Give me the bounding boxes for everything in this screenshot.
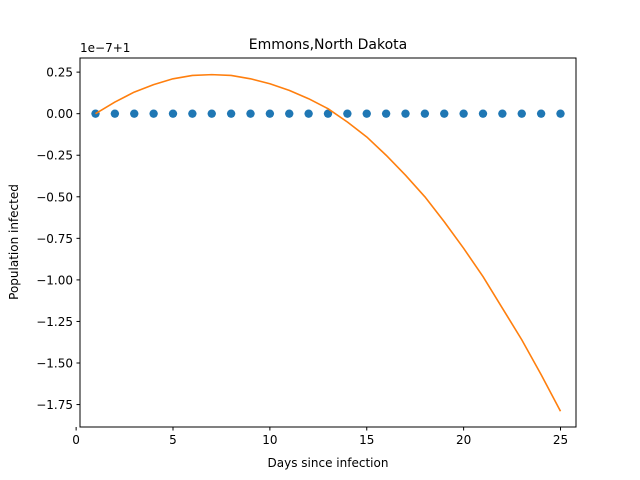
series-layer xyxy=(91,73,565,412)
scatter-point xyxy=(149,109,158,118)
scatter-point xyxy=(110,109,120,118)
chart-title: Emmons,North Dakota xyxy=(249,37,408,53)
y-tick-label: −0.75 xyxy=(36,232,73,246)
y-tick-label: −1.75 xyxy=(36,398,73,412)
scatter-point xyxy=(381,109,391,118)
x-tick-label: 10 xyxy=(262,433,277,447)
scatter-point xyxy=(420,109,430,118)
scatter-point xyxy=(401,109,410,118)
scatter-point xyxy=(478,109,488,118)
scatter-point xyxy=(556,109,565,118)
scatter-point xyxy=(343,109,352,118)
scatter-point xyxy=(91,109,100,118)
scatter-point xyxy=(226,109,236,118)
scatter-point xyxy=(265,109,275,118)
y-tick-label: −0.25 xyxy=(36,149,73,163)
scatter-point xyxy=(188,109,197,118)
x-axis-label: Days since infection xyxy=(268,456,389,470)
x-tick-label: 15 xyxy=(359,433,374,447)
plot-background xyxy=(80,58,576,427)
scatter-point xyxy=(362,109,371,118)
y-axis-ticks: 0.25 0.00 −0.25 −0.50 −0.75 −1.00 −1.25 −1.50 −1… xyxy=(36,66,80,412)
scatter-point xyxy=(517,109,526,118)
x-tick-label: 20 xyxy=(456,433,471,447)
y-tick-label: −1.25 xyxy=(36,315,73,329)
x-axis-ticks: 0 5 10 15 20 25 xyxy=(72,427,568,447)
x-tick-label: 5 xyxy=(169,433,177,447)
x-tick-label: 25 xyxy=(553,433,568,447)
fit-line xyxy=(95,73,562,412)
y-axis-offset-label: 1e−7+1 xyxy=(80,41,130,55)
scatter-point xyxy=(130,109,139,118)
y-tick-label: 0.00 xyxy=(46,107,73,121)
y-tick-label: −1.50 xyxy=(36,357,73,371)
scatter-point xyxy=(207,109,216,118)
x-tick-label: 0 xyxy=(72,433,80,447)
scatter-point xyxy=(459,109,468,118)
scatter-point xyxy=(168,109,178,118)
scatter-point xyxy=(498,109,507,118)
scatter-point xyxy=(246,109,255,118)
y-tick-label: −0.50 xyxy=(36,190,73,204)
y-tick-label: 0.25 xyxy=(46,66,73,80)
y-axis-label: Population infected xyxy=(7,184,21,300)
scatter-point xyxy=(285,109,294,118)
scatter-point xyxy=(323,109,333,118)
scatter-point xyxy=(440,109,449,118)
scatter-point xyxy=(304,109,313,118)
scatter-point xyxy=(536,109,546,118)
plot-frame xyxy=(79,57,577,428)
y-tick-label: −1.00 xyxy=(36,273,73,287)
